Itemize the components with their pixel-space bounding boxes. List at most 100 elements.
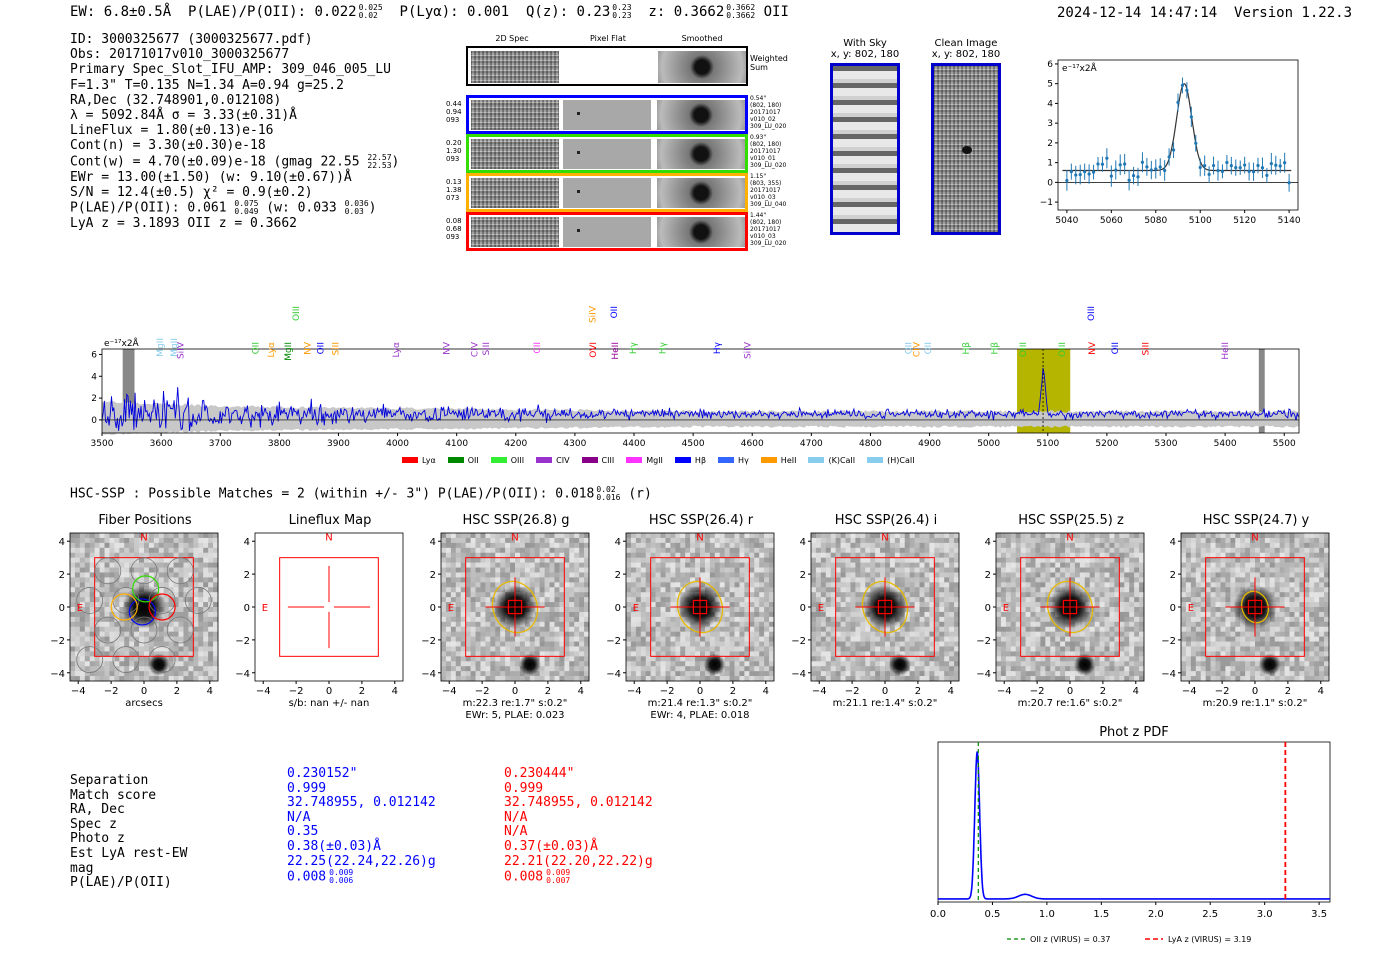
noise-cell bbox=[1015, 562, 1021, 568]
noise-cell bbox=[865, 631, 871, 637]
noise-cell bbox=[709, 572, 716, 578]
noise-cell bbox=[954, 636, 960, 642]
noise-cell bbox=[79, 651, 86, 657]
noise-cell bbox=[690, 626, 696, 632]
noise-cell bbox=[168, 646, 174, 652]
noise-cell bbox=[104, 547, 110, 554]
noise-cell bbox=[500, 552, 506, 558]
noise-cell bbox=[929, 537, 935, 544]
noise-cell bbox=[1040, 592, 1046, 598]
y-tick-label: 6 bbox=[1047, 60, 1053, 70]
noise-cell bbox=[680, 547, 686, 554]
noise-cell bbox=[1084, 636, 1091, 642]
noise-cell bbox=[1015, 641, 1021, 647]
noise-cell bbox=[114, 646, 120, 652]
noise-cell bbox=[129, 656, 135, 662]
noise-cell bbox=[825, 537, 832, 544]
noise-cell bbox=[79, 656, 86, 662]
noise-cell bbox=[104, 636, 110, 642]
noise-cell bbox=[744, 651, 750, 657]
noise-cell bbox=[626, 552, 632, 558]
noise-cell bbox=[769, 533, 775, 539]
noise-cell bbox=[544, 572, 550, 578]
noise-cell bbox=[734, 577, 740, 583]
stamp-xlabel: arcsecs bbox=[125, 698, 163, 709]
noise-cell bbox=[645, 537, 651, 544]
noise-cell bbox=[769, 661, 775, 667]
y-tick-label: 5 bbox=[1047, 80, 1053, 90]
noise-cell bbox=[188, 562, 194, 568]
noise-cell bbox=[445, 552, 452, 558]
noise-cell bbox=[880, 567, 886, 573]
noise-cell bbox=[754, 533, 760, 539]
noise-cell bbox=[855, 641, 861, 647]
noise-cell bbox=[89, 597, 95, 603]
noise-cell bbox=[860, 592, 866, 598]
noise-cell bbox=[79, 533, 86, 539]
noise-cell bbox=[89, 636, 95, 642]
noise-cell bbox=[749, 661, 755, 667]
noise-cell bbox=[549, 671, 555, 677]
noise-cell bbox=[213, 592, 219, 598]
noise-cell bbox=[880, 666, 886, 672]
line-id: OIII bbox=[1087, 306, 1097, 321]
noise-cell bbox=[84, 676, 91, 682]
noise-cell bbox=[114, 631, 120, 637]
noise-cell bbox=[626, 646, 632, 652]
noise-cell bbox=[1070, 641, 1076, 647]
noise-cell bbox=[820, 552, 827, 558]
noise-cell bbox=[924, 611, 930, 618]
noise-cell bbox=[1055, 666, 1061, 672]
noise-cell bbox=[934, 621, 940, 628]
noise-cell bbox=[996, 597, 1002, 603]
noise-cell bbox=[645, 533, 651, 539]
flat-defect bbox=[577, 229, 580, 232]
data-point bbox=[1069, 170, 1073, 174]
noise-cell bbox=[1000, 636, 1007, 642]
noise-cell bbox=[198, 602, 204, 608]
noise-cell bbox=[490, 621, 496, 628]
noise-cell bbox=[904, 621, 910, 628]
noise-cell bbox=[168, 552, 174, 558]
noise-cell bbox=[213, 616, 219, 623]
noise-cell bbox=[539, 611, 545, 618]
noise-cell bbox=[640, 597, 647, 603]
noise-cell bbox=[660, 676, 666, 682]
noise-cell bbox=[1010, 582, 1017, 588]
noise-cell bbox=[909, 587, 915, 593]
noise-cell bbox=[949, 547, 955, 554]
noise-cell bbox=[559, 562, 565, 568]
noise-cell bbox=[114, 656, 120, 662]
noise-cell bbox=[880, 577, 886, 583]
noise-cell bbox=[193, 671, 199, 677]
noise-cell bbox=[680, 646, 686, 652]
noise-cell bbox=[909, 641, 915, 647]
noise-cell bbox=[178, 577, 184, 583]
noise-cell bbox=[645, 646, 651, 652]
noise-cell bbox=[764, 547, 770, 554]
noise-cell bbox=[1114, 646, 1120, 652]
noise-cell bbox=[534, 587, 540, 593]
noise-cell bbox=[524, 636, 531, 642]
clean-title: Clean Image bbox=[934, 38, 998, 49]
noise-cell bbox=[885, 552, 891, 558]
line-id: SiIV bbox=[744, 341, 754, 359]
noise-cell bbox=[840, 626, 846, 632]
noise-cell bbox=[134, 631, 140, 637]
noise-cell bbox=[845, 656, 851, 662]
noise-cell bbox=[208, 646, 214, 652]
noise-cell bbox=[635, 577, 642, 583]
noise-cell bbox=[1104, 557, 1110, 563]
noise-cell bbox=[114, 592, 120, 598]
cutout-2d-image bbox=[471, 139, 559, 169]
noise-cell bbox=[564, 533, 570, 539]
noise-cell bbox=[1045, 537, 1051, 544]
legend-swatch bbox=[760, 457, 777, 463]
noise-cell bbox=[645, 597, 651, 603]
noise-cell bbox=[1015, 646, 1021, 652]
noise-cell bbox=[153, 626, 160, 632]
noise-cell bbox=[830, 646, 836, 652]
noise-cell bbox=[1079, 577, 1086, 583]
noise-cell bbox=[700, 552, 706, 558]
noise-cell bbox=[559, 567, 565, 573]
